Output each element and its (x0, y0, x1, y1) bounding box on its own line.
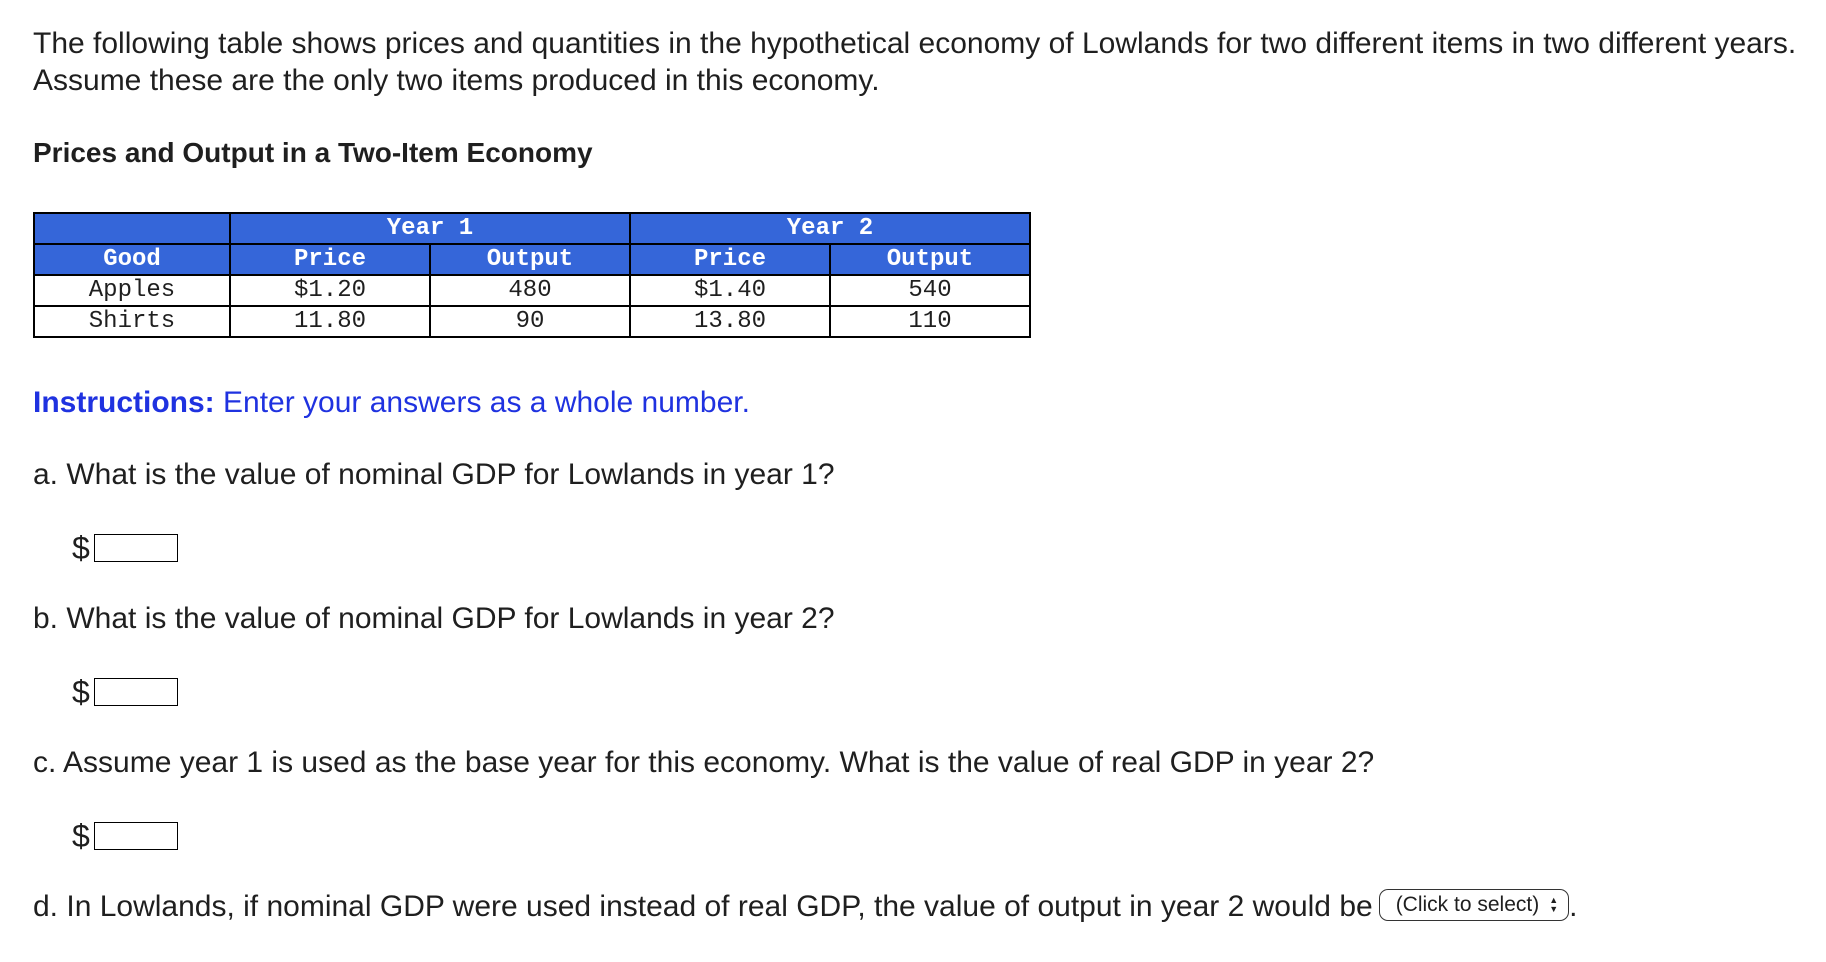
table-cell: Shirts (34, 306, 230, 337)
table-header-year-2: Year 2 (630, 213, 1030, 244)
table-cell: 480 (430, 275, 630, 306)
up-down-chevron-icon: ▲ ▼ (1549, 895, 1559, 915)
dollar-sign: $ (72, 529, 90, 566)
question-c: c. Assume year 1 is used as the base yea… (33, 746, 1375, 779)
question-a: a. What is the value of nominal GDP for … (33, 458, 835, 491)
table-header-empty (34, 213, 230, 244)
table-title: Prices and Output in a Two-Item Economy (33, 137, 593, 168)
table-row: Apples $1.20 480 $1.40 540 (34, 275, 1030, 306)
column-header-price-y1: Price (230, 244, 430, 275)
table-cell: Apples (34, 275, 230, 306)
instructions-text: Enter your answers as a whole number. (214, 386, 750, 419)
instructions-label: Instructions: (33, 386, 215, 419)
table-cell: $1.40 (630, 275, 830, 306)
question-d-suffix: . (1569, 890, 1578, 923)
table-year-header-row: Year 1 Year 2 (34, 213, 1030, 244)
answer-input-b[interactable] (93, 678, 178, 706)
answer-row-c: $ (72, 818, 178, 854)
column-header-price-y2: Price (630, 244, 830, 275)
dollar-sign: $ (72, 673, 90, 710)
answer-select-d[interactable]: (Click to select) ▲ ▼ (1378, 889, 1570, 922)
question-d-text: d. In Lowlands, if nominal GDP were used… (33, 890, 1373, 923)
table-cell: 110 (830, 306, 1030, 337)
column-header-output-y1: Output (430, 244, 630, 275)
answer-row-b: $ (72, 674, 178, 710)
table-cell: 11.80 (230, 306, 430, 337)
column-header-good: Good (34, 244, 230, 275)
table-cell: 90 (430, 306, 630, 337)
instructions: Instructions: Enter your answers as a wh… (33, 386, 750, 420)
table-header-year-1: Year 1 (230, 213, 630, 244)
table-row: Shirts 11.80 90 13.80 110 (34, 306, 1030, 337)
table-cell: 13.80 (630, 306, 830, 337)
answer-row-a: $ (72, 530, 178, 566)
table-column-header-row: Good Price Output Price Output (34, 244, 1030, 275)
table-cell: 540 (830, 275, 1030, 306)
intro-paragraph: The following table shows prices and qua… (33, 27, 1797, 97)
question-d: d. In Lowlands, if nominal GDP were used… (33, 889, 1578, 924)
answer-input-a[interactable] (93, 534, 178, 562)
select-label: (Click to select) (1395, 893, 1540, 917)
answer-input-c[interactable] (93, 822, 178, 850)
question-b: b. What is the value of nominal GDP for … (33, 602, 835, 635)
table-cell: $1.20 (230, 275, 430, 306)
prices-output-table: Year 1 Year 2 Good Price Output Price Ou… (33, 212, 1031, 338)
dollar-sign: $ (72, 817, 90, 854)
column-header-output-y2: Output (830, 244, 1030, 275)
